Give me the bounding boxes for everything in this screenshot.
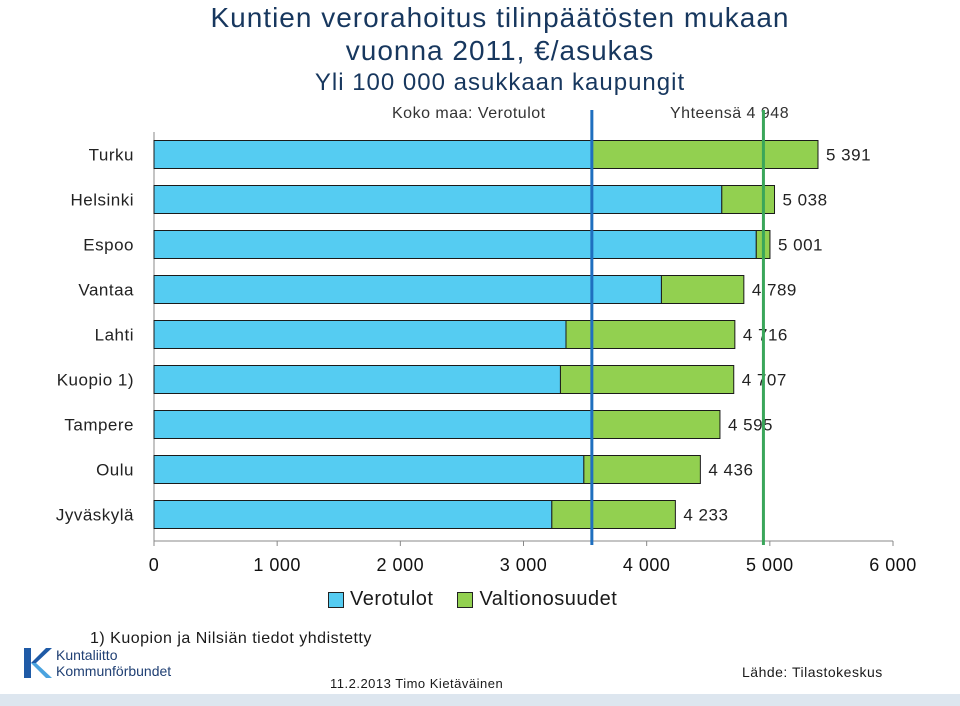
- x-tick-label: 1 000: [253, 555, 301, 575]
- bottom-band: [0, 694, 960, 706]
- bar-segment-verotulot: [153, 185, 723, 214]
- category-label: Helsinki: [70, 191, 134, 210]
- total-label: 4 233: [683, 506, 728, 525]
- bar-segment-valtionosuudet: [591, 140, 819, 169]
- category-label: Turku: [89, 146, 134, 165]
- x-tick-label: 5 000: [746, 555, 794, 575]
- total-label: 4 716: [743, 326, 788, 345]
- total-label: 5 038: [783, 191, 828, 210]
- title-line-3: Yli 100 000 asukkaan kaupungit: [314, 69, 686, 96]
- legend-swatch-valtionosuudet: [457, 591, 474, 608]
- category-label: Tampere: [64, 416, 134, 435]
- source-label: Lähde: Tilastokeskus: [742, 664, 883, 680]
- bar-segment-verotulot: [153, 140, 593, 169]
- bar-segment-valtionosuudet: [660, 275, 745, 304]
- bar-segment-verotulot: [153, 455, 585, 484]
- title-line-1: Kuntien verorahoitus tilinpäätösten muka…: [210, 2, 790, 33]
- x-tick-label: 0: [149, 555, 160, 575]
- bar-segment-verotulot: [153, 320, 567, 349]
- x-tick-label: 4 000: [623, 555, 671, 575]
- total-label: 5 391: [826, 146, 871, 165]
- legend-swatch-verotulot: [328, 591, 344, 608]
- bar-segment-valtionosuudet: [551, 500, 676, 529]
- total-label: 4 436: [708, 461, 753, 480]
- total-label: 4 595: [728, 416, 773, 435]
- logo-mark-icon: [24, 648, 52, 678]
- bar-segment-verotulot: [153, 275, 662, 304]
- kuntaliitto-logo: Kuntaliitto Kommunförbundet: [22, 646, 171, 680]
- bar-segment-verotulot: [153, 365, 561, 394]
- bar-segment-valtionosuudet: [559, 365, 735, 394]
- date-author: 11.2.2013 Timo Kietäväinen: [330, 676, 504, 691]
- footnote: 1) Kuopion ja Nilsiän tiedot yhdistetty: [90, 630, 372, 647]
- category-label: Vantaa: [78, 281, 134, 300]
- category-label: Espoo: [83, 236, 134, 255]
- logo-text-line-2: Kommunförbundet: [56, 663, 172, 679]
- bar-segment-valtionosuudet: [721, 185, 776, 214]
- reference-label-total: Yhteensä 4 948: [670, 105, 790, 122]
- chart-title: Kuntien verorahoitus tilinpäätösten muka…: [130, 2, 870, 98]
- total-label: 5 001: [778, 236, 823, 255]
- bar-segment-verotulot: [153, 230, 757, 259]
- category-label: Lahti: [95, 326, 134, 345]
- legend-label-verotulot: Verotulot: [350, 588, 434, 610]
- legend: Verotulot Valtionosuudet: [328, 588, 617, 611]
- reference-label-tax: Koko maa: Verotulot: [392, 105, 546, 122]
- legend-label-valtionosuudet: Valtionosuudet: [479, 588, 618, 610]
- bar-segment-verotulot: [153, 410, 592, 439]
- title-line-2: vuonna 2011, €/asukas: [345, 35, 655, 66]
- bar-segment-valtionosuudet: [590, 410, 721, 439]
- total-label: 4 789: [752, 281, 797, 300]
- bar-segment-valtionosuudet: [583, 455, 701, 484]
- category-label: Oulu: [96, 461, 134, 480]
- bar-segment-valtionosuudet: [565, 320, 736, 349]
- bar-segment-verotulot: [153, 500, 553, 529]
- logo-text-line-1: Kuntaliitto: [56, 647, 118, 663]
- x-tick-label: 2 000: [377, 555, 425, 575]
- x-tick-label: 6 000: [869, 555, 917, 575]
- x-tick-label: 3 000: [500, 555, 548, 575]
- category-label: Kuopio 1): [57, 371, 134, 390]
- category-label: Jyväskylä: [56, 506, 134, 525]
